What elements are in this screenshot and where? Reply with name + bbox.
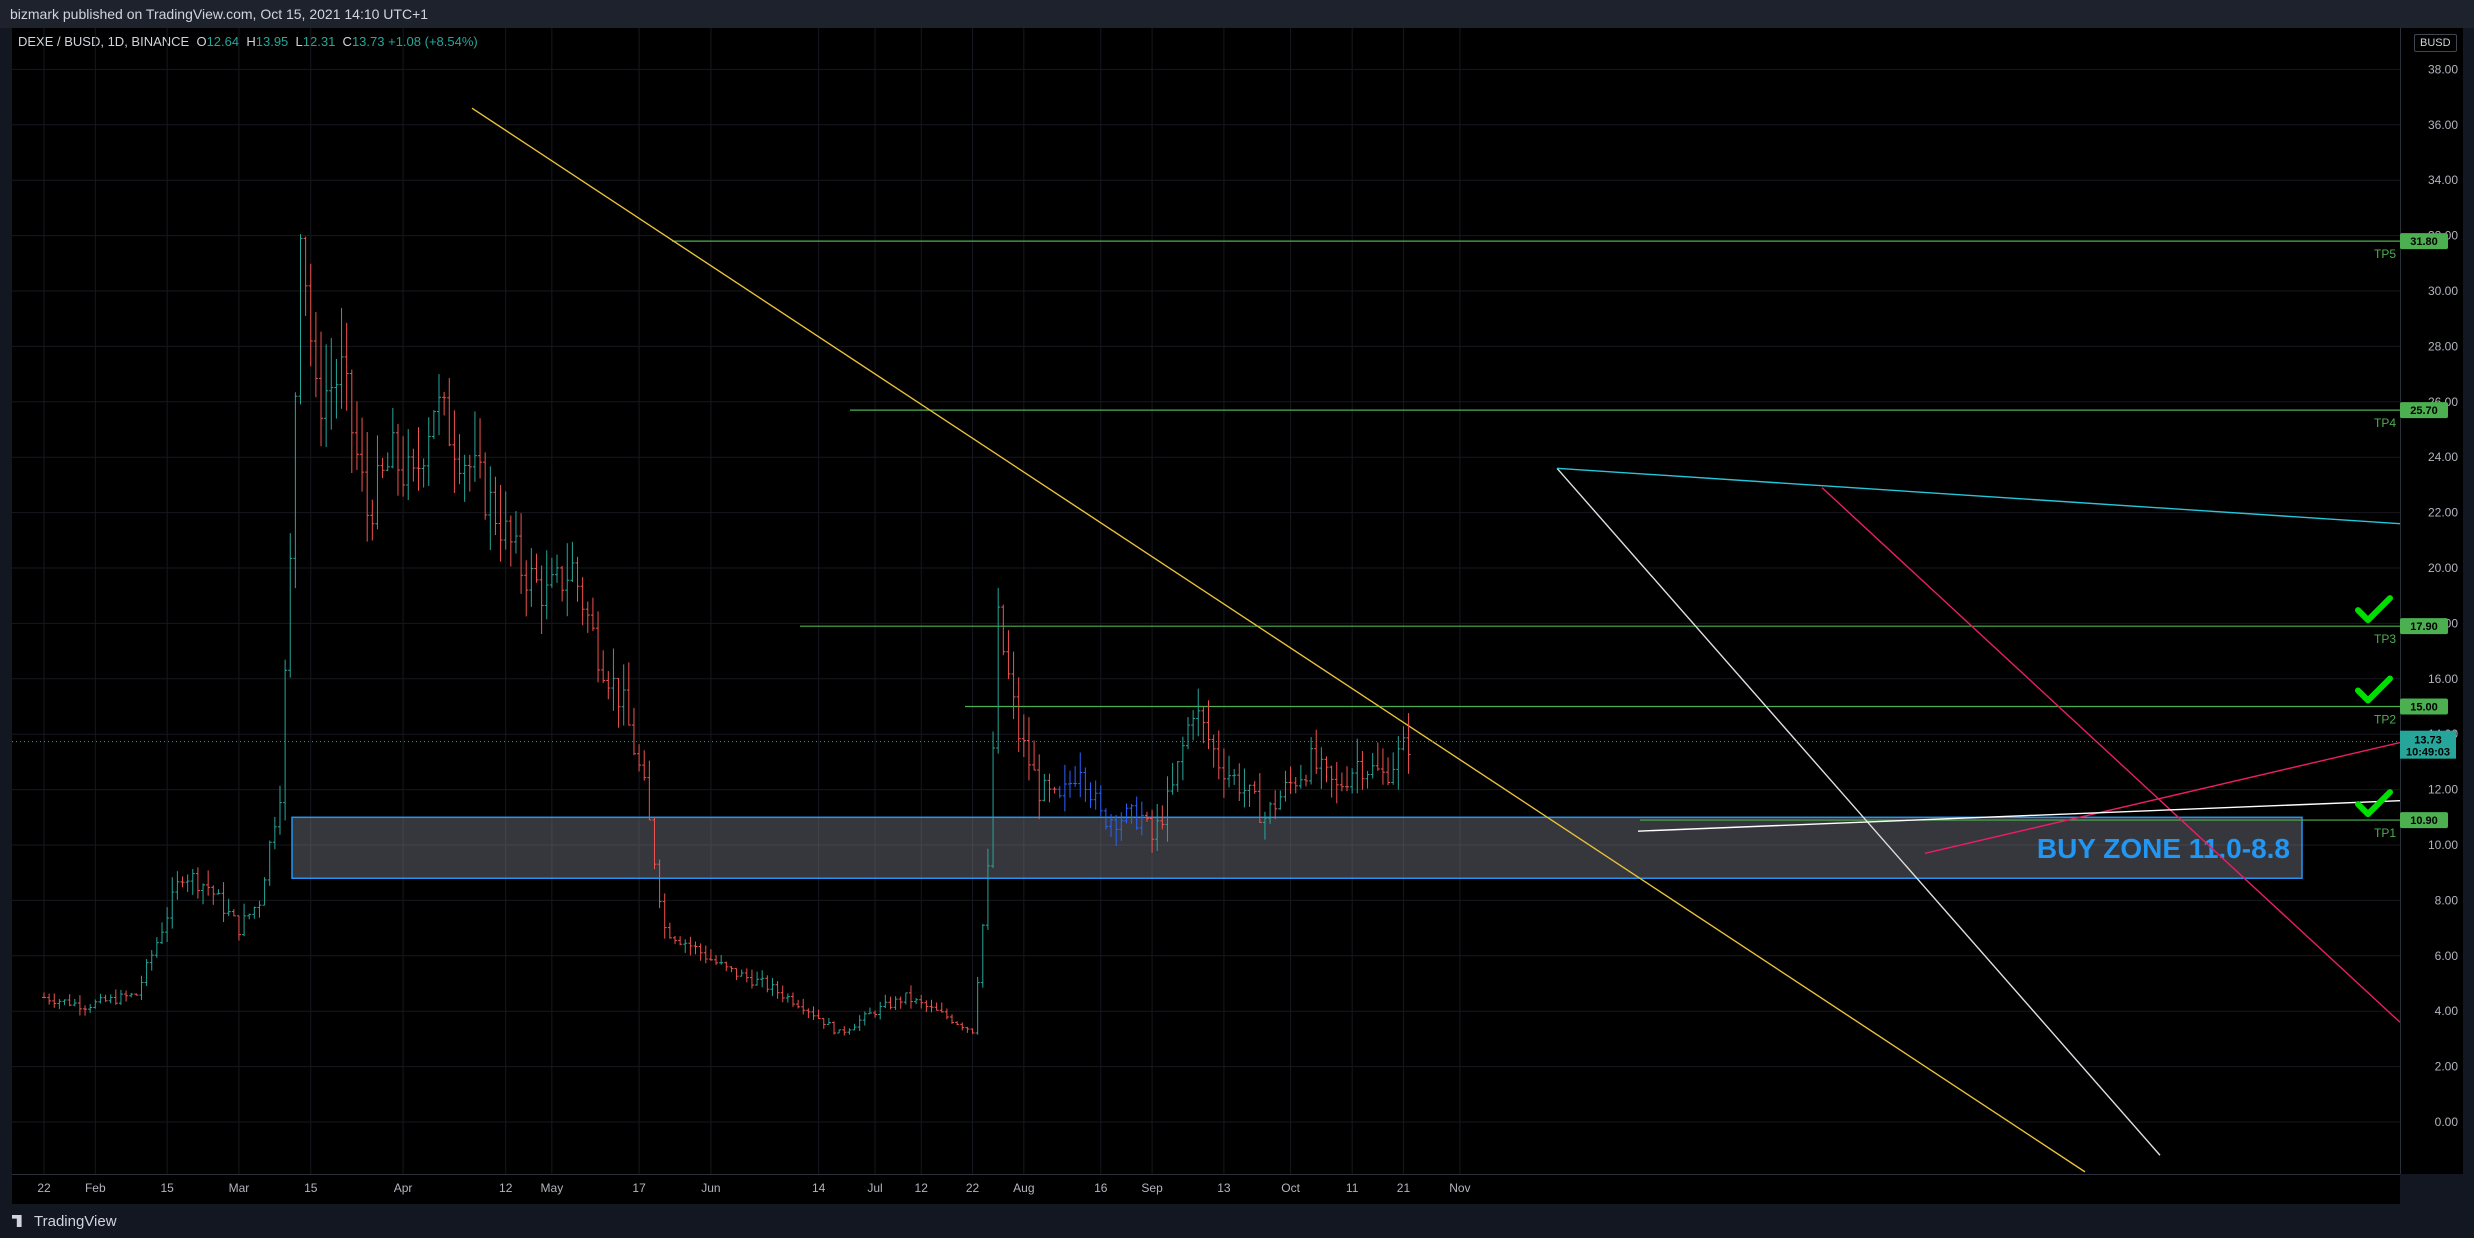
tp-price-tag-text: 15.00 [2410,702,2438,714]
time-tick-label: 12 [915,1181,929,1195]
time-tick-label: 15 [304,1181,318,1195]
tradingview-logo-icon [12,1215,22,1227]
price-tick-label: 4.00 [2435,1004,2459,1018]
time-tick-label: 11 [1346,1181,1359,1195]
price-tick-label: 22.00 [2428,506,2458,520]
tp-price-tag-text: 17.90 [2410,621,2438,633]
change-value: +1.08 (+8.54%) [388,34,478,49]
time-tick-label: 17 [632,1181,646,1195]
time-tick-label: Nov [1449,1181,1470,1195]
tp-hit-check-icon [2355,789,2393,818]
open-value: 12.64 [206,34,240,49]
time-tick-label: Aug [1013,1181,1034,1195]
price-tick-label: 36.00 [2428,118,2458,132]
time-tick-label: 13 [1217,1181,1231,1195]
time-tick-label: Sep [1141,1181,1163,1195]
close-value: 13.73 [351,34,385,49]
footer-bar: TradingView [0,1204,2474,1238]
time-tick-label: 22 [966,1181,980,1195]
tp-label-tp1: TP1 [2374,826,2396,840]
price-tick-label: 16.00 [2428,672,2458,686]
price-tick-label: 20.00 [2428,561,2458,575]
time-tick-label: Jul [867,1181,882,1195]
high-value: 13.95 [255,34,289,49]
tp-price-tag [2400,402,2448,419]
price-tick-label: 34.00 [2428,173,2458,187]
time-axis[interactable] [12,1174,2400,1205]
low-label: L [295,34,303,49]
trendline-red-up [1924,741,2401,854]
symbol-label: DEXE / BUSD, 1D, BINANCE [18,34,190,49]
tp-price-tag-text: 25.70 [2410,405,2438,417]
price-tick-label: 6.00 [2435,949,2459,963]
buy-zone-rect [291,816,2303,879]
trendline-red-down [1821,487,2401,1023]
trendline-teal [1556,467,2401,525]
price-tick-label: 24.00 [2428,450,2458,464]
open-label: O [196,34,207,49]
tp-price-tag [2400,618,2448,635]
time-tick-label: 16 [1094,1181,1108,1195]
publish-bar: bizmark published on TradingView.com, Oc… [0,0,2474,28]
last-price-tag-text: 13.73 [2414,735,2442,747]
price-tick-label: 30.00 [2428,284,2458,298]
time-tick-label: Jun [701,1181,720,1195]
tp-hit-check-icon [2355,595,2393,624]
tp-label-tp5: TP5 [2374,247,2396,261]
currency-badge[interactable]: BUSD [2414,34,2457,52]
tp-price-tag [2400,698,2448,715]
tp-label-tp4: TP4 [2374,416,2396,430]
time-tick-label: 15 [160,1181,174,1195]
close-label: C [342,34,352,49]
symbol-legend: DEXE / BUSD, 1D, BINANCE O12.64 H13.95 L… [18,34,478,49]
time-tick-label: 12 [499,1181,513,1195]
tp-price-tag [2400,233,2448,250]
tp-hit-check-icon [2355,675,2393,704]
tp-price-tag-text: 31.80 [2410,236,2438,248]
time-tick-label: May [541,1181,564,1195]
tp-label-tp2: TP2 [2374,713,2396,727]
time-tick-label: Mar [229,1181,250,1195]
price-tick-label: 2.00 [2435,1060,2459,1074]
trendline-yellow [471,107,2086,1173]
time-tick-label: 22 [37,1181,51,1195]
price-axis[interactable] [2400,28,2463,1174]
price-tick-label: 10.00 [2428,838,2458,852]
tp-label-tp3: TP3 [2374,632,2396,646]
high-label: H [246,34,256,49]
last-price-tag [2400,730,2456,759]
tp-price-tag-text: 10.90 [2410,815,2438,827]
tp-price-tag [2400,812,2448,829]
countdown-text: 10:49:03 [2406,747,2450,759]
publish-info: bizmark published on TradingView.com, Oc… [10,6,429,22]
tradingview-logo[interactable]: TradingView [12,1213,117,1230]
time-tick-label: 21 [1397,1181,1411,1195]
trendline-support [1637,799,2401,832]
price-tick-label: 12.00 [2428,783,2458,797]
price-tick-label: 8.00 [2435,893,2459,907]
tradingview-brand: TradingView [34,1213,117,1230]
time-tick-label: Apr [394,1181,413,1195]
chart-area[interactable] [12,28,2400,1174]
time-tick-label: Feb [85,1181,106,1195]
price-tick-label: 0.00 [2435,1115,2459,1129]
buy-zone-label: BUY ZONE 11.0-8.8 [2037,833,2290,864]
price-tick-label: 38.00 [2428,62,2458,76]
time-tick-label: 14 [812,1181,826,1195]
trendline-white [1556,467,2161,1156]
time-tick-label: Oct [1281,1181,1300,1195]
price-tick-label: 28.00 [2428,339,2458,353]
